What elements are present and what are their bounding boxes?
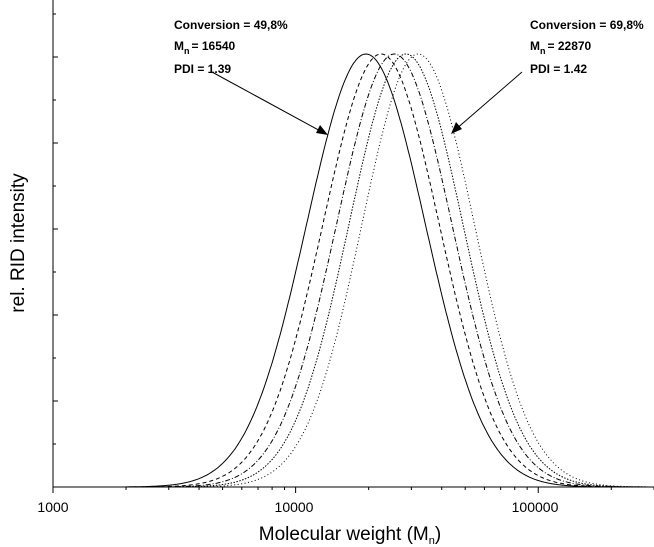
annotation-left-arrow [211,71,325,134]
series-line-5 [125,53,648,488]
series-line-4 [125,53,648,488]
annotation-right-arrow [454,71,523,131]
x-axis-title: Molecular weight (Mn) [259,524,441,547]
series-line-3 [125,53,648,488]
annotation-right-conversion: Conversion = 69,8% [530,18,644,32]
x-tick-label: 1000 [37,499,68,515]
annotation-left-conversion: Conversion = 49,8% [174,18,288,32]
annotation-left-arrowhead [316,125,328,135]
tick-group [52,13,654,493]
annotation-right: Conversion = 69,8% Mn = 22870 PDI = 1.42 [451,18,644,134]
y-axis-title: rel. RID intensity [8,173,29,313]
x-tick-label: 100000 [512,499,559,515]
annotation-right-pdi: PDI = 1.42 [530,62,587,76]
annotation-right-arrowhead [451,122,462,134]
x-tick-label: 10000 [275,499,314,515]
series-group [125,53,648,488]
annotation-right-mn: Mn = 22870 [530,39,592,56]
annotation-left-pdi: PDI = 1.39 [174,62,231,76]
series-line-1 [125,53,648,488]
series-line-2 [125,53,648,488]
annotation-left-mn: Mn = 16540 [174,39,236,56]
annotation-left: Conversion = 49,8% Mn = 16540 PDI = 1.39 [174,18,328,135]
